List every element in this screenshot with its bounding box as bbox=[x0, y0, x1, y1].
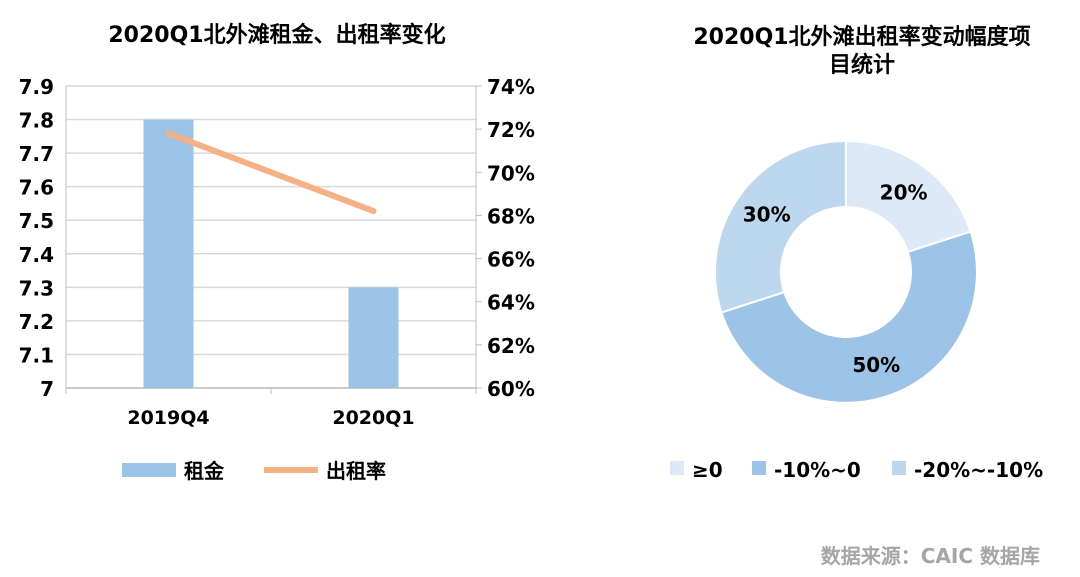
donut-slice-2 bbox=[714, 139, 847, 314]
y-tick-label: 7.8 bbox=[19, 109, 54, 133]
y2-tick-label: 70% bbox=[487, 161, 535, 185]
legend-swatch bbox=[670, 461, 684, 475]
line-series-出租率 bbox=[165, 130, 377, 215]
bar-2020Q1 bbox=[348, 287, 399, 388]
y2-tick-label: 68% bbox=[487, 204, 535, 228]
y-tick-label: 7.9 bbox=[19, 75, 54, 99]
y-tick-label: 7.1 bbox=[19, 343, 54, 367]
y2-tick-label: 60% bbox=[487, 377, 535, 401]
legend-swatch bbox=[892, 461, 906, 475]
x-tick-label: 2020Q1 bbox=[332, 407, 414, 429]
legend-label: -20%~-10% bbox=[914, 458, 1043, 482]
donut-label: 50% bbox=[852, 353, 900, 377]
y-tick-label: 7.6 bbox=[19, 176, 54, 200]
y2-tick-label: 74% bbox=[487, 75, 535, 99]
donut-label: 20% bbox=[880, 181, 928, 205]
source-note: 数据来源：CAIC 数据库 bbox=[820, 544, 1040, 568]
y-tick-label: 7.3 bbox=[19, 276, 54, 300]
y2-tick-label: 72% bbox=[487, 118, 535, 142]
donut-slice-1 bbox=[720, 230, 978, 404]
y2-tick-label: 66% bbox=[487, 248, 535, 272]
legend-swatch-bar bbox=[122, 463, 176, 477]
chart-title: 2020Q1北外滩租金、出租率变化 bbox=[108, 22, 445, 48]
legend-label: ≥0 bbox=[692, 458, 723, 482]
y-tick-label: 7.4 bbox=[19, 243, 54, 267]
legend-label: -10%~0 bbox=[774, 458, 861, 482]
legend-swatch bbox=[752, 461, 766, 475]
pie-title-line: 2020Q1北外滩出租率变动幅度项 bbox=[693, 24, 1030, 50]
y-tick-label: 7 bbox=[40, 377, 54, 401]
pie-title-line: 目统计 bbox=[829, 52, 895, 78]
x-tick-label: 2019Q4 bbox=[127, 407, 209, 429]
y-tick-label: 7.5 bbox=[19, 209, 54, 233]
legend-label: 租金 bbox=[184, 459, 225, 483]
y-tick-label: 7.7 bbox=[19, 142, 54, 166]
donut-slice-0 bbox=[845, 139, 972, 254]
y2-tick-label: 62% bbox=[487, 334, 535, 358]
bar-2019Q4 bbox=[143, 119, 194, 389]
legend-label: 出租率 bbox=[326, 459, 386, 483]
y-tick-label: 7.2 bbox=[19, 310, 54, 334]
y2-tick-label: 64% bbox=[487, 291, 535, 315]
donut-label: 30% bbox=[743, 202, 791, 226]
